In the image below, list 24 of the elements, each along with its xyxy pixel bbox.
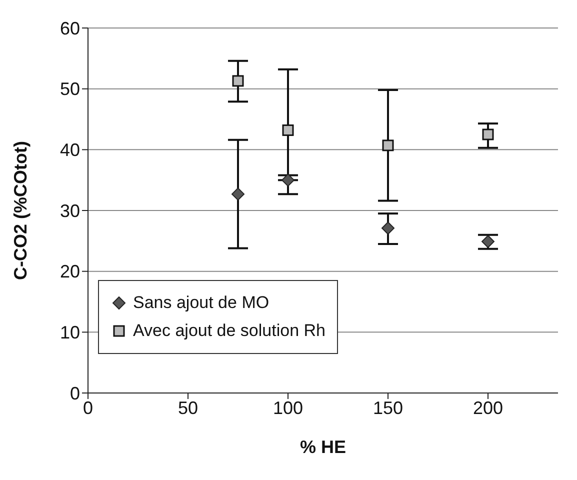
- y-tick-label: 10: [60, 322, 80, 343]
- x-tick-label: 50: [178, 398, 198, 418]
- point: [482, 235, 494, 248]
- x-tick-label: 0: [82, 398, 94, 418]
- point: [282, 174, 294, 187]
- x-tick-label: 100: [272, 398, 304, 418]
- y-tick-label: 30: [60, 200, 80, 221]
- point: [232, 188, 244, 201]
- point: [482, 128, 494, 140]
- y-tick-label: 50: [60, 79, 80, 100]
- legend-label: Sans ajout de MO: [133, 293, 270, 313]
- point: [382, 222, 394, 235]
- x-axis-title: % HE: [300, 437, 346, 457]
- y-axis-title: C-CO2 (%COtot): [10, 141, 30, 280]
- y-tick-label: 40: [60, 140, 80, 160]
- point: [382, 140, 394, 152]
- x-tick-label: 150: [372, 398, 404, 418]
- point: [232, 75, 244, 87]
- y-tick-label: 60: [60, 18, 80, 38]
- x-tick-label: 200: [472, 398, 504, 418]
- point: [282, 124, 294, 136]
- legend-label: Avec ajout de solution Rh: [133, 321, 326, 341]
- y-tick-label: 20: [60, 262, 80, 282]
- y-tick-label: 0: [70, 383, 80, 404]
